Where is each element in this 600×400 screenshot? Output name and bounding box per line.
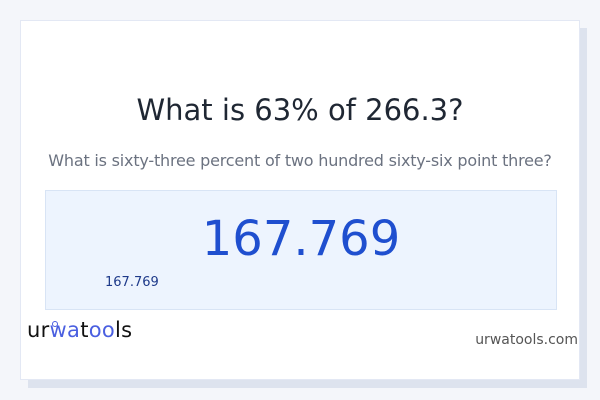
answer-card: What is 63% of 266.3? What is sixty-thre… (20, 20, 580, 380)
result-box: 167.769 167.769 (45, 190, 557, 310)
page-title: What is 63% of 266.3? (136, 93, 464, 127)
page-subtitle: What is sixty-three percent of two hundr… (48, 151, 552, 170)
result-value-small: 167.769 (105, 275, 159, 290)
logo-dot-icon (52, 321, 58, 327)
result-value: 167.769 (201, 211, 401, 267)
site-url: urwatools.com (475, 332, 578, 348)
urwatools-logo: urwatools (27, 318, 133, 342)
